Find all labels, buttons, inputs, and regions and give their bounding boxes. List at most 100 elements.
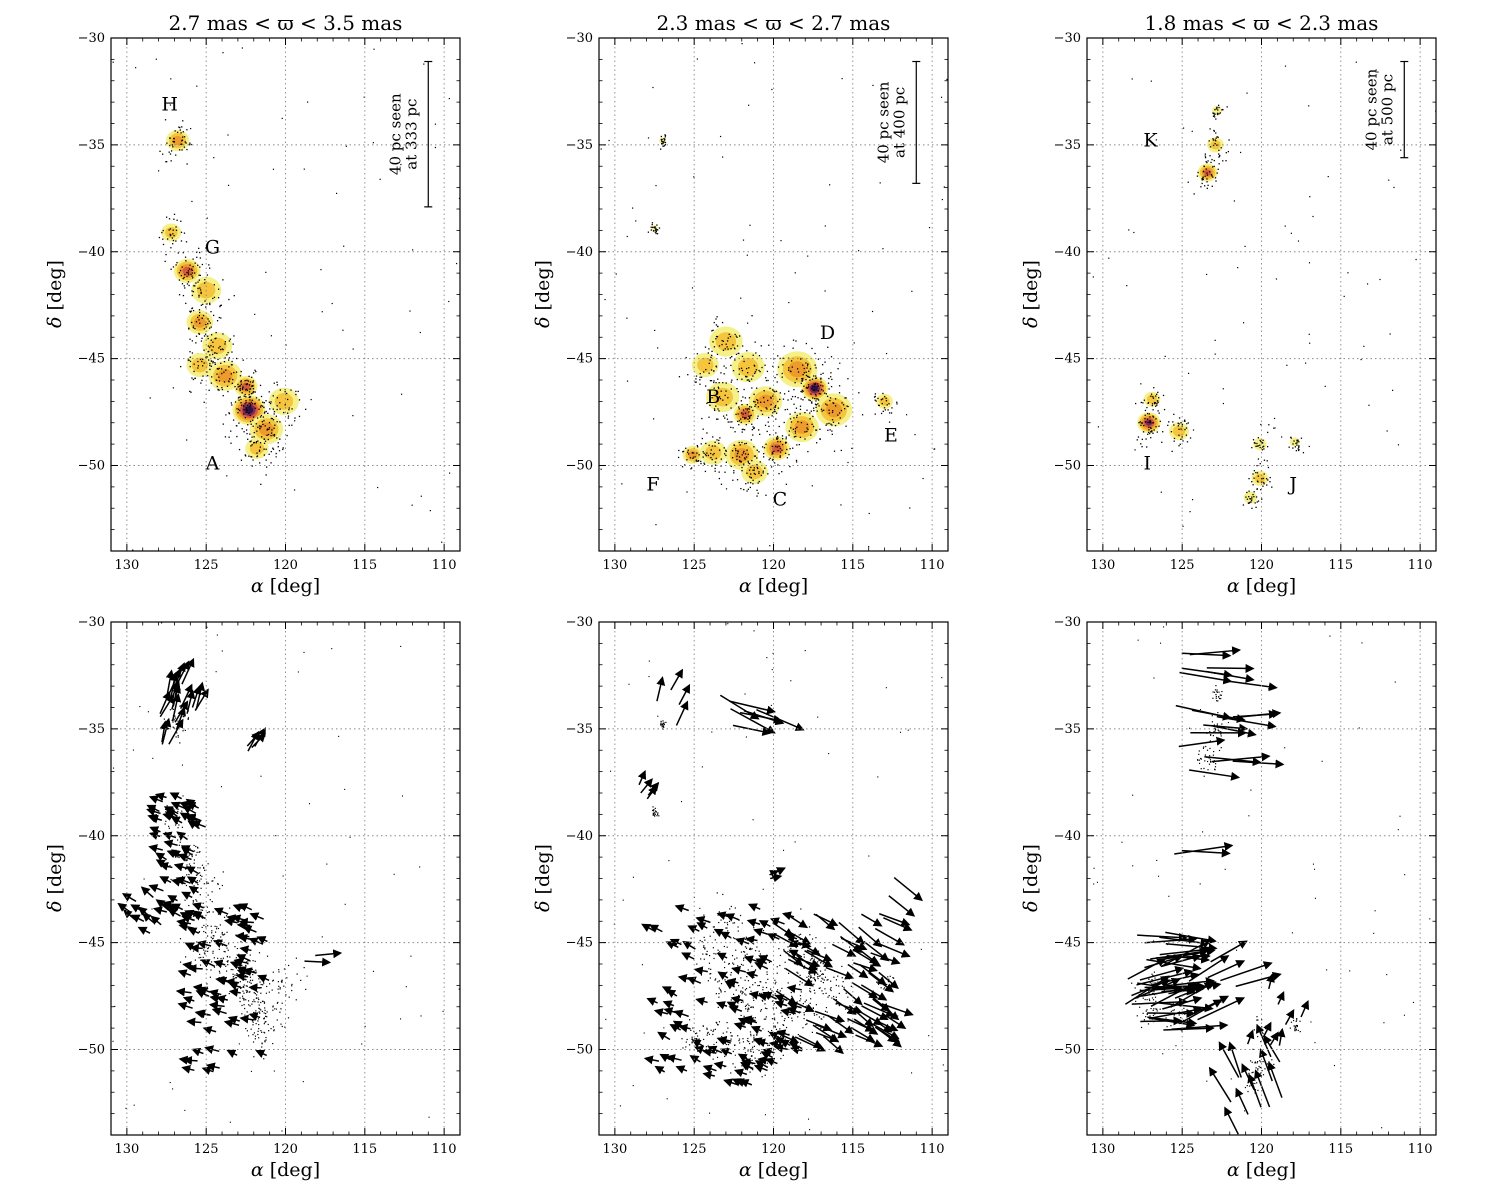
field-star-point xyxy=(701,766,703,768)
star-point xyxy=(717,1006,719,1008)
proper-motion-arrow xyxy=(182,1056,198,1065)
star-point xyxy=(222,423,224,425)
field-star-point xyxy=(338,735,340,737)
star-point xyxy=(741,355,744,358)
star-point xyxy=(259,981,261,983)
star-point xyxy=(193,285,195,287)
x-tick-label: 115 xyxy=(840,558,865,573)
star-point xyxy=(720,919,722,921)
star-point xyxy=(748,397,751,399)
proper-motion-arrow xyxy=(694,1045,709,1055)
proper-motion-arrow xyxy=(249,912,264,921)
field-star-point xyxy=(604,298,606,301)
field-star-point xyxy=(410,955,412,957)
star-point xyxy=(775,981,777,983)
star-point xyxy=(712,926,715,928)
star-point xyxy=(781,987,783,989)
star-point xyxy=(210,345,212,347)
star-point xyxy=(745,456,748,458)
star-point xyxy=(244,454,246,456)
star-point xyxy=(749,415,751,417)
star-point xyxy=(1198,762,1201,764)
star-point xyxy=(1214,689,1217,691)
star-point xyxy=(744,375,747,378)
star-point xyxy=(713,387,715,389)
star-point xyxy=(747,462,750,464)
star-point xyxy=(744,457,746,459)
star-point xyxy=(278,450,281,452)
star-point xyxy=(746,379,749,381)
field-star-point xyxy=(1347,272,1349,274)
star-point xyxy=(804,1001,806,1003)
star-point xyxy=(805,387,807,389)
star-point xyxy=(816,961,819,963)
star-point xyxy=(731,379,733,381)
star-point xyxy=(252,973,254,976)
field-star-point xyxy=(1121,841,1123,843)
proper-motion-arrow xyxy=(728,1005,743,1014)
star-point xyxy=(744,979,746,981)
star-point xyxy=(699,376,701,378)
star-point xyxy=(756,1034,758,1036)
star-point xyxy=(738,441,740,444)
star-point xyxy=(807,428,809,431)
star-point xyxy=(252,392,254,394)
x-axis-label: α [deg] xyxy=(739,575,808,597)
star-point xyxy=(238,422,240,424)
star-point xyxy=(744,954,746,956)
star-point xyxy=(1215,685,1217,687)
star-point xyxy=(746,490,748,492)
star-point xyxy=(1136,1015,1138,1017)
star-point xyxy=(704,947,706,949)
star-point xyxy=(700,376,703,378)
star-point xyxy=(820,962,822,964)
star-point xyxy=(769,387,771,390)
group-label: E xyxy=(884,425,898,447)
star-point xyxy=(206,935,209,937)
star-point xyxy=(251,979,254,981)
star-point xyxy=(739,914,742,917)
star-point xyxy=(174,717,176,719)
star-point xyxy=(754,405,756,408)
star-point xyxy=(652,810,655,812)
star-point xyxy=(703,463,706,465)
proper-motion-arrow xyxy=(787,1006,801,1016)
star-point xyxy=(756,457,758,459)
star-point xyxy=(249,381,252,383)
field-star-point xyxy=(1381,1127,1383,1129)
field-star-point xyxy=(335,192,338,194)
star-point xyxy=(820,1018,822,1020)
density-contour xyxy=(737,357,759,377)
star-point xyxy=(261,1046,263,1048)
field-star-point xyxy=(321,311,323,313)
star-point xyxy=(760,1009,763,1011)
star-point xyxy=(1154,1013,1156,1015)
star-point xyxy=(1206,172,1208,174)
star-point xyxy=(173,719,175,721)
star-point xyxy=(203,335,206,337)
field-star-point xyxy=(782,849,785,851)
star-point xyxy=(778,472,780,475)
star-point xyxy=(195,321,198,323)
star-point xyxy=(727,397,729,399)
star-point xyxy=(222,934,224,936)
field-star-point xyxy=(621,483,623,485)
star-point xyxy=(880,412,883,415)
proper-motion-arrow xyxy=(670,668,684,691)
star-point xyxy=(700,974,703,976)
star-point xyxy=(218,316,220,319)
star-point xyxy=(813,389,815,391)
star-point xyxy=(1155,405,1157,407)
star-point xyxy=(813,1012,815,1015)
star-point xyxy=(181,725,183,727)
y-tick-label: −50 xyxy=(566,1043,593,1058)
star-point xyxy=(729,357,731,359)
proper-motion-arrow xyxy=(831,943,857,957)
star-point xyxy=(761,413,764,415)
star-point xyxy=(266,985,268,988)
star-point xyxy=(168,827,170,829)
star-point xyxy=(773,410,775,413)
star-point xyxy=(214,925,216,927)
star-point xyxy=(776,438,778,440)
star-point xyxy=(824,1010,827,1012)
